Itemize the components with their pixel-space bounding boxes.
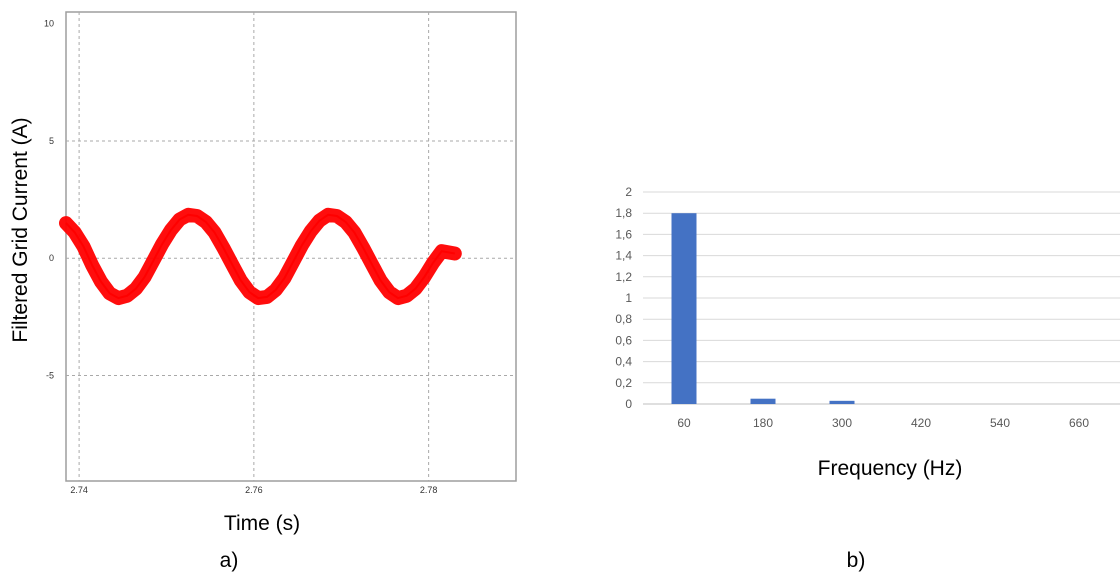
x-tick-label: 2.74	[70, 485, 88, 495]
x-tick-label: 300	[832, 416, 852, 430]
grid-lines	[643, 191, 1120, 405]
x-tick-label: 180	[753, 416, 773, 430]
x-tick-label: 540	[990, 416, 1010, 430]
x-tick-label: 660	[1069, 416, 1089, 430]
current-waveform	[59, 207, 462, 306]
x-tick-labels: 2.74 2.76 2.78	[70, 485, 437, 495]
y-tick-label: 0,4	[615, 355, 632, 369]
x-axis-label: Frequency (Hz)	[818, 457, 963, 480]
y-tick-labels: 0 0,2 0,4 0,6 0,8 1 1,2 1,4 1,6 1,8 2	[615, 185, 632, 411]
bar-60hz	[671, 213, 697, 404]
x-tick-label: 2.78	[420, 485, 438, 495]
panel-label-b: b)	[847, 549, 866, 572]
y-tick-label: 1,6	[615, 227, 632, 241]
x-tick-label: 60	[677, 416, 691, 430]
y-tick-label: -5	[46, 370, 54, 380]
panel-b-frequency-chart: 0 0,2 0,4 0,6 0,8 1 1,2 1,4 1,6 1,8 2 60 180 300 420 5…	[615, 185, 1120, 572]
y-tick-label: 1,8	[615, 206, 632, 220]
panel-label-a: a)	[220, 549, 239, 572]
x-tick-label: 2.76	[245, 485, 263, 495]
y-tick-label: 1,4	[615, 249, 632, 263]
harmonic-bars	[671, 213, 855, 404]
x-tick-label: 420	[911, 416, 931, 430]
bar-300hz	[829, 400, 855, 404]
y-tick-label: 0	[625, 397, 632, 411]
y-tick-labels: 10 5 0 -5	[44, 19, 54, 381]
y-tick-label: 0	[49, 253, 54, 263]
y-tick-label: 0,2	[615, 376, 632, 390]
panel-a-time-domain-chart: 10 5 0 -5 2.74 2.76 2.78 Filtered Grid Curren…	[9, 11, 517, 572]
waveform-trace	[65, 213, 455, 300]
x-axis-label: Time (s)	[224, 512, 300, 535]
bar-180hz	[750, 398, 776, 404]
y-tick-label: 1,2	[615, 270, 632, 284]
x-tick-labels: 60 180 300 420 540 660	[677, 416, 1089, 430]
y-tick-label: 2	[625, 185, 632, 199]
y-tick-label: 5	[49, 136, 54, 146]
y-axis-label: Filtered Grid Current (A)	[9, 117, 32, 342]
y-tick-label: 0,8	[615, 312, 632, 326]
y-tick-label: 1	[625, 291, 632, 305]
y-tick-label: 10	[44, 19, 54, 29]
y-tick-label: 0,6	[615, 333, 632, 347]
